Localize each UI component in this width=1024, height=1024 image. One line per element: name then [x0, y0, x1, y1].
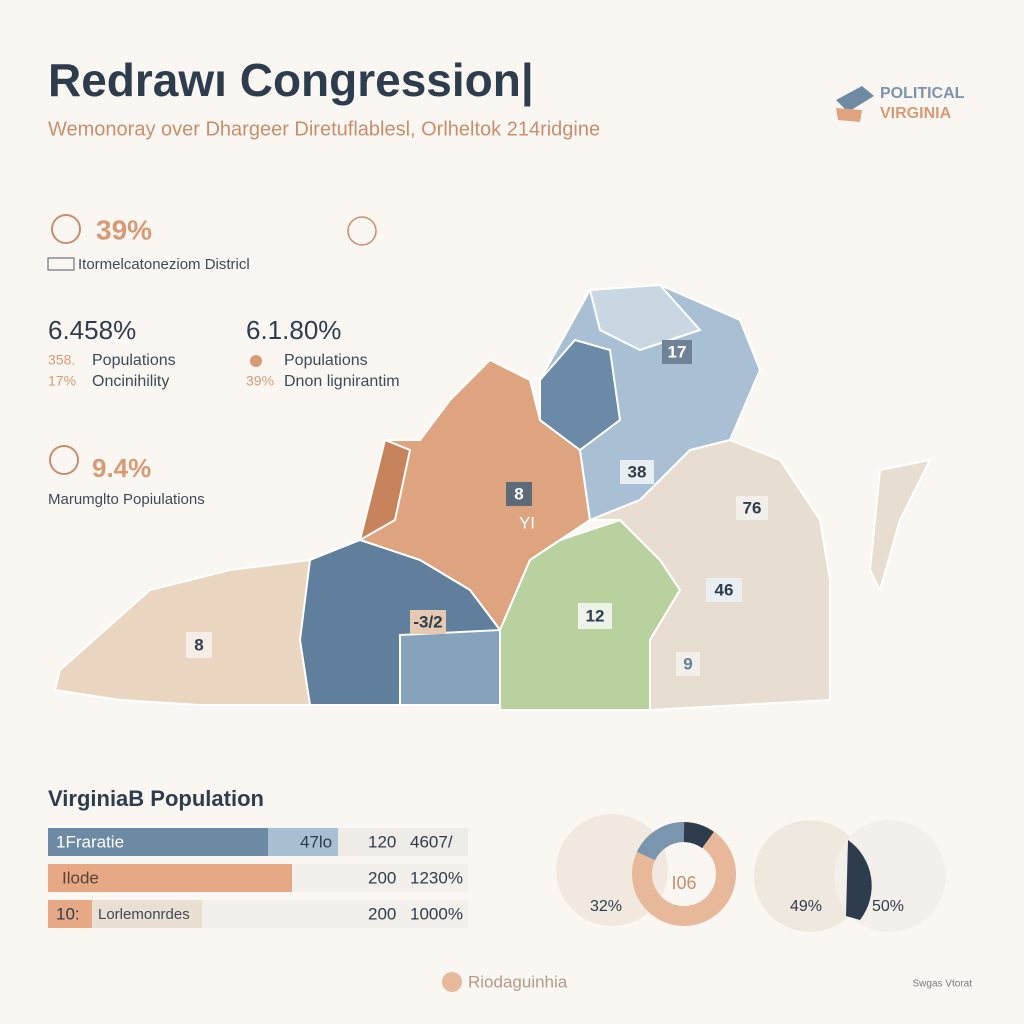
label-box: [186, 632, 212, 658]
stat-text: Oncinihility: [92, 373, 169, 390]
circle-label: 50%: [872, 898, 904, 915]
circle-label: 49%: [790, 898, 822, 915]
district-region: [589, 438, 831, 712]
district-label: 38: [628, 462, 647, 481]
stat-text: Populations: [92, 352, 176, 369]
map: [53, 283, 932, 712]
district-labels: 17 38 8 YI 76 46 -3/2 12 9 8: [186, 340, 768, 676]
population-rows: 1Fraratie 47lo 120 4607/ Ilode 200 1230%…: [48, 828, 468, 928]
row-count: 200: [368, 868, 396, 887]
stat-text: Dnon lignirantim: [284, 373, 400, 390]
logo-text: POLITICAL: [880, 85, 965, 102]
icon: [347, 216, 377, 246]
logo-icon: [836, 108, 862, 122]
label-box: [620, 460, 654, 484]
district-label: 12: [586, 606, 605, 625]
circle-label: I06: [671, 873, 696, 893]
circle: [754, 820, 866, 932]
circle-segment: [846, 840, 872, 920]
label-box: [578, 603, 612, 629]
stat-key: 39%: [246, 373, 274, 389]
district-label: 76: [743, 498, 762, 517]
bar: [48, 900, 92, 928]
footer-brand: Riodaguinhia: [468, 972, 568, 991]
district-region: [539, 338, 622, 452]
district-region: [868, 458, 932, 593]
section-title: VirginiaB Population: [48, 786, 264, 811]
logo-text: VIRGINIA: [880, 105, 952, 122]
district-label: -3/2: [413, 612, 442, 631]
label-box: [676, 652, 700, 676]
stat-icon: [51, 214, 81, 244]
donut-segment: [683, 822, 714, 849]
row-label: 1Fraratie: [56, 832, 124, 851]
footer-source: Swgas Vtorat: [913, 979, 973, 990]
stat-value: 6.1.80%: [246, 315, 341, 345]
circles: 32% I06 49% 50%: [556, 814, 946, 932]
bar: [92, 900, 202, 928]
district-label: YI: [519, 513, 535, 532]
label-box: [662, 340, 692, 364]
stat-key: 17%: [48, 373, 76, 389]
district-label: 46: [715, 580, 734, 599]
stat-text: Populations: [284, 352, 368, 369]
label-box: [736, 496, 768, 520]
district-label: 9: [683, 654, 692, 673]
district-label: 8: [194, 635, 203, 654]
logo-icon: [836, 86, 874, 112]
district-region: [399, 628, 501, 706]
stat-value: 39%: [96, 214, 152, 245]
label-box: [706, 578, 742, 602]
bar: [48, 864, 292, 892]
bar: [48, 828, 268, 856]
stat-label: Itormelcatoneziom Districl: [78, 256, 250, 273]
label-box: [410, 610, 446, 634]
row-count: 200: [368, 904, 396, 923]
circle-label: 32%: [590, 898, 622, 915]
stat-value: 9.4%: [92, 453, 151, 483]
stat-icon: [250, 355, 262, 367]
label-box: [506, 482, 532, 506]
row-percent: 1000%: [410, 904, 463, 923]
row-percent: 1230%: [410, 868, 463, 887]
stat-value: 6.458%: [48, 315, 136, 345]
row-count: 120: [368, 832, 396, 851]
stat-icon: [49, 445, 79, 475]
district-label: 8: [514, 484, 523, 503]
bar-label: 47lo: [300, 832, 332, 851]
footer-icon: [442, 972, 462, 992]
stat-label: Marumglto Popiulations: [48, 491, 205, 508]
row-label: Ilode: [62, 868, 99, 887]
row-percent: 4607/: [410, 832, 453, 851]
stat-icon: [47, 257, 75, 271]
bar: [268, 828, 338, 856]
donut-segment: [636, 821, 685, 861]
district-region: [358, 438, 412, 543]
stat-key: 358.: [48, 352, 75, 368]
row-label: 10:: [56, 904, 80, 923]
title: Redrawı Congression|: [48, 54, 534, 106]
bar-label: Lorlemonrdes: [98, 906, 190, 923]
district-label: 17: [668, 342, 687, 361]
subtitle: Wemonoray over Dhargeer Diretuflablesl, …: [48, 118, 600, 140]
